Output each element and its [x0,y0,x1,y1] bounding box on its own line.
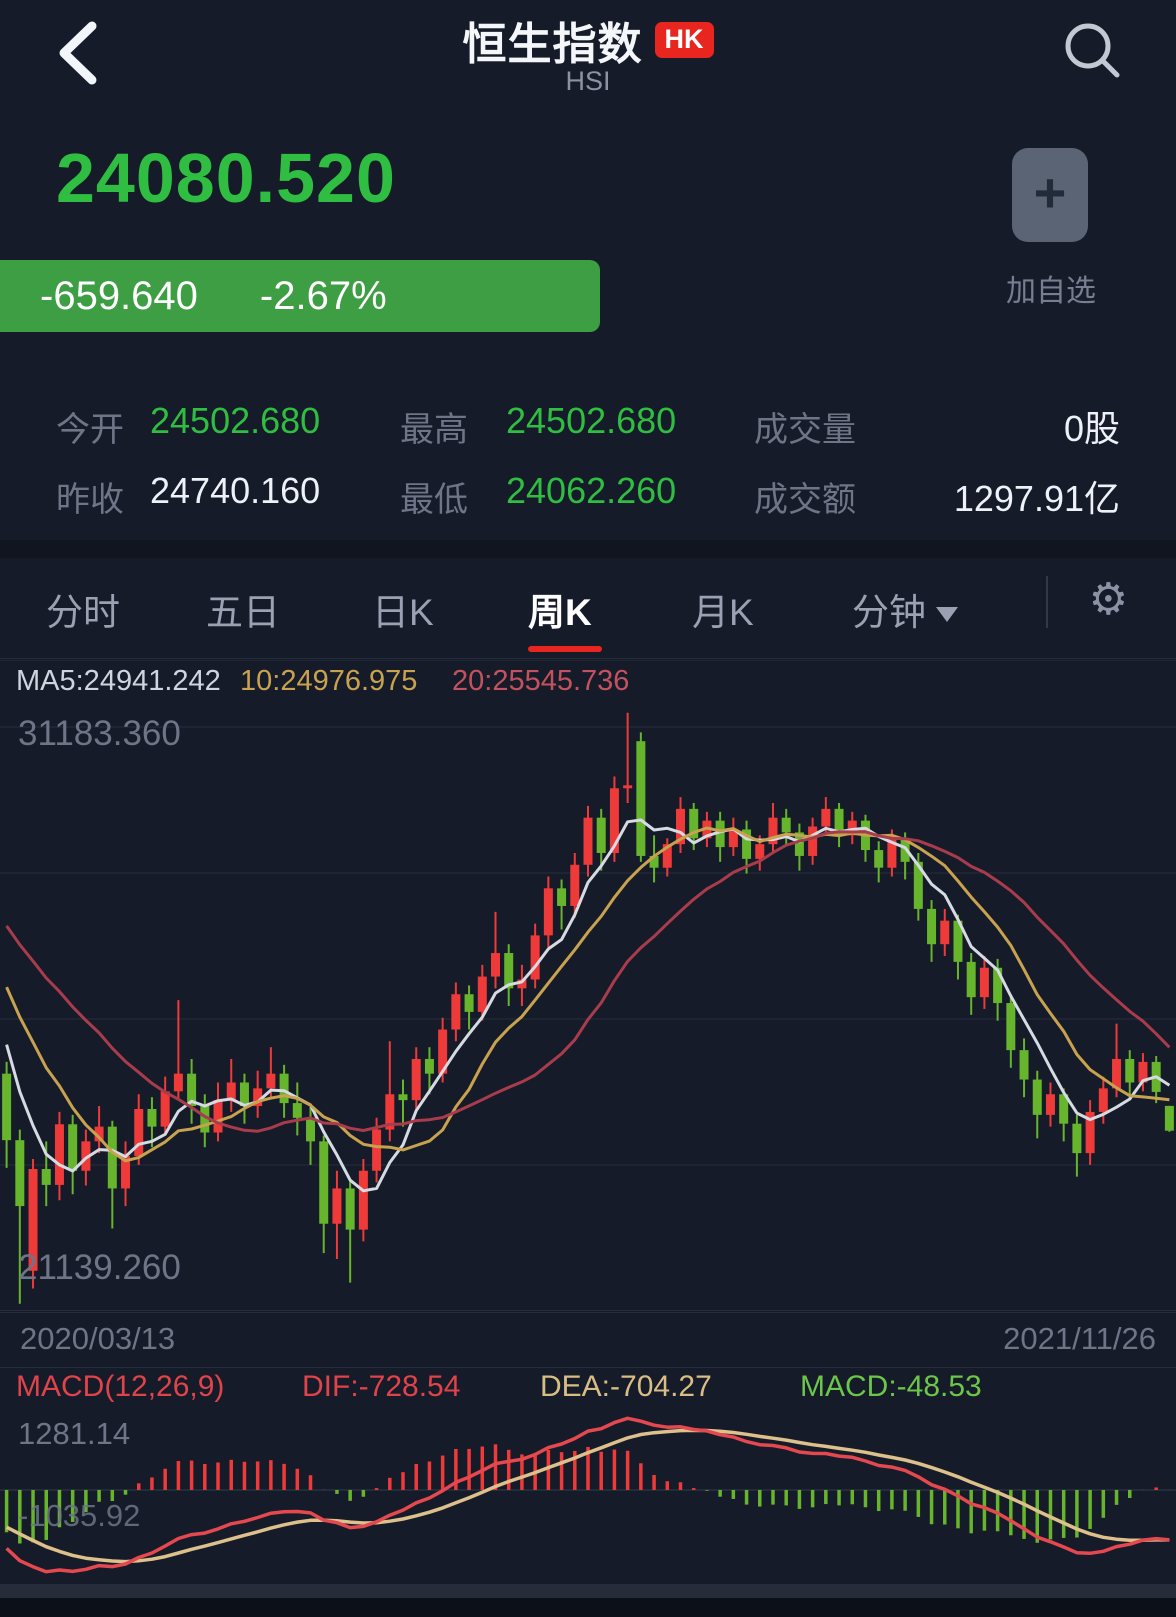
stat-label-volume: 成交量 [754,411,856,449]
header: 恒生指数 HK HSI [0,0,1176,118]
candlestick-chart[interactable] [0,700,1176,1312]
chart-settings-button[interactable]: ⚙ [1088,574,1128,625]
stat-value-low: 24062.260 [506,470,677,511]
macd-chart[interactable] [0,1406,1176,1584]
macd-scale-max: 1281.14 [18,1416,131,1451]
add-watchlist-button[interactable]: + [1012,148,1088,242]
tab-five-day[interactable]: 五日 [206,592,280,633]
search-button[interactable] [1060,18,1124,82]
stat-label-low: 最低 [400,481,468,519]
last-price: 24080.520 [56,139,396,217]
back-button[interactable] [48,18,108,88]
tabs-divider [1046,576,1048,628]
tab-weekly-k[interactable]: 周K [528,592,592,633]
change-percent: -2.67% [259,273,387,318]
period-tabs: 分时 五日 日K 周K 月K 分钟 ⚙ [0,558,1176,659]
xaxis-start-date: 2020/03/13 [20,1321,176,1356]
change-value: -659.640 [40,273,198,318]
macd-params-label: MACD(12,26,9) [16,1370,225,1403]
stat-label-prevclose: 昨收 [56,481,124,519]
bottom-nav-partial [0,1598,1176,1617]
tab-minute-line[interactable]: 分时 [46,592,120,633]
macd-legend: MACD(12,26,9) DIF:-728.54 DEA:-704.27 MA… [0,1368,1176,1406]
stat-value-high: 24502.680 [506,400,677,441]
dea-label: DEA:-704.27 [540,1370,712,1403]
page-title: 恒生指数 [462,20,643,69]
section-divider [0,540,1176,558]
ticker-symbol: HSI [565,66,611,96]
stat-value-turnover: 1297.91亿 [953,478,1120,519]
market-badge: HK [654,22,714,58]
add-watchlist-label: 加自选 [1006,275,1096,308]
tab-monthly-k[interactable]: 月K [692,592,754,633]
ma10-label: 10:24976.975 [240,665,418,697]
stat-value-open: 24502.680 [150,400,321,441]
macd-value-label: MACD:-48.53 [800,1370,982,1403]
stats-row-2: 昨收 24740.160 最低 24062.260 成交额 1297.91亿 [0,458,1176,528]
ma-legend: MA5:24941.242 10:24976.975 20:25545.736 [0,660,1176,701]
stat-label-turnover: 成交额 [754,481,856,519]
ma5-label: MA5:24941.242 [16,665,221,697]
tab-minutes-dropdown[interactable]: 分钟 [852,582,958,636]
xaxis-row: 2020/03/13 2021/11/26 [0,1312,1176,1368]
active-tab-underline [528,646,602,652]
stat-value-volume: 0股 [1063,408,1120,449]
xaxis-end-date: 2021/11/26 [1003,1321,1156,1356]
tab-minutes-label: 分钟 [852,592,926,633]
stat-label-high: 最高 [400,411,468,449]
search-icon [1065,23,1120,78]
ma20-label: 20:25545.736 [452,665,630,697]
back-chevron-icon [59,21,97,85]
macd-scale-min: -1035.92 [18,1498,141,1533]
stat-label-open: 今开 [56,411,124,449]
stat-value-prevclose: 24740.160 [150,470,321,511]
dif-label: DIF:-728.54 [302,1370,461,1403]
stats-row-1: 今开 24502.680 最高 24502.680 成交量 0股 [0,388,1176,458]
yaxis-min-label: 21139.260 [18,1248,181,1287]
yaxis-max-label: 31183.360 [18,714,181,753]
bottom-divider [0,1584,1176,1598]
quote-stats: 今开 24502.680 最高 24502.680 成交量 0股 昨收 2474… [0,388,1176,528]
plus-icon: + [1033,161,1067,224]
chevron-down-icon [936,607,958,622]
tab-daily-k[interactable]: 日K [372,592,434,633]
change-box: -659.640 -2.67% [0,260,600,332]
